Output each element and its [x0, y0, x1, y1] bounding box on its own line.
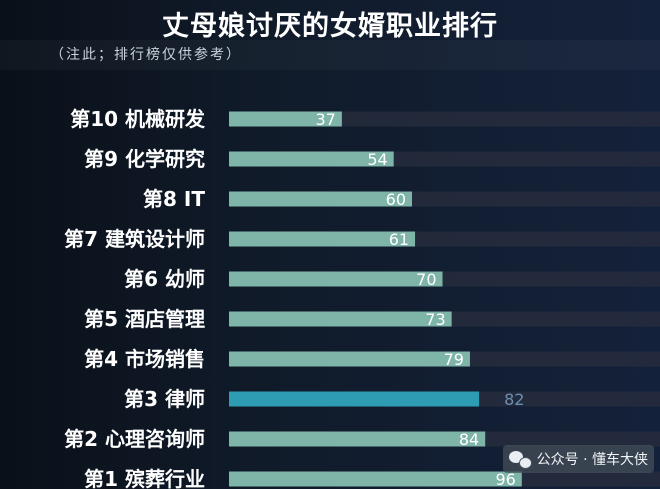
watermark-text: 公众号 · 懂车大侠 — [536, 452, 648, 468]
category-label: 第2 心理咨询师 — [64, 427, 205, 451]
data-label: 96 — [495, 470, 515, 489]
category-label: 第6 幼师 — [124, 267, 205, 291]
bar — [229, 111, 342, 127]
chart-title: 丈母娘讨厌的女婿职业排行 — [162, 11, 498, 42]
bar — [229, 271, 443, 287]
bar — [229, 391, 480, 407]
data-label: 84 — [459, 430, 479, 449]
data-label: 73 — [425, 310, 445, 329]
bar — [229, 151, 394, 167]
data-label: 61 — [389, 230, 409, 249]
bar — [229, 431, 486, 447]
wechat-icon — [508, 450, 532, 469]
data-label: 70 — [416, 270, 436, 289]
data-label: 54 — [367, 150, 387, 169]
category-label: 第4 市场销售 — [84, 347, 205, 371]
data-label: 37 — [315, 110, 335, 129]
data-label: 60 — [386, 190, 406, 209]
bar — [229, 311, 452, 327]
category-label: 第3 律师 — [124, 387, 205, 411]
category-label: 第9 化学研究 — [84, 147, 205, 171]
watermark-badge: 公众号 · 懂车大侠 — [502, 445, 654, 473]
data-label: 82 — [504, 390, 524, 409]
category-label: 第7 建筑设计师 — [64, 227, 205, 251]
bar — [229, 231, 416, 247]
bar — [229, 191, 412, 207]
data-label: 79 — [444, 350, 464, 369]
bar — [229, 351, 470, 367]
category-label: 第10 机械研发 — [70, 107, 206, 131]
category-label: 第1 殡葬行业 — [84, 467, 205, 489]
category-label: 第8 IT — [143, 187, 205, 211]
chart-note: （注此；排行榜仅供参考） — [50, 47, 242, 63]
category-label: 第5 酒店管理 — [84, 307, 205, 331]
bar — [229, 471, 522, 487]
